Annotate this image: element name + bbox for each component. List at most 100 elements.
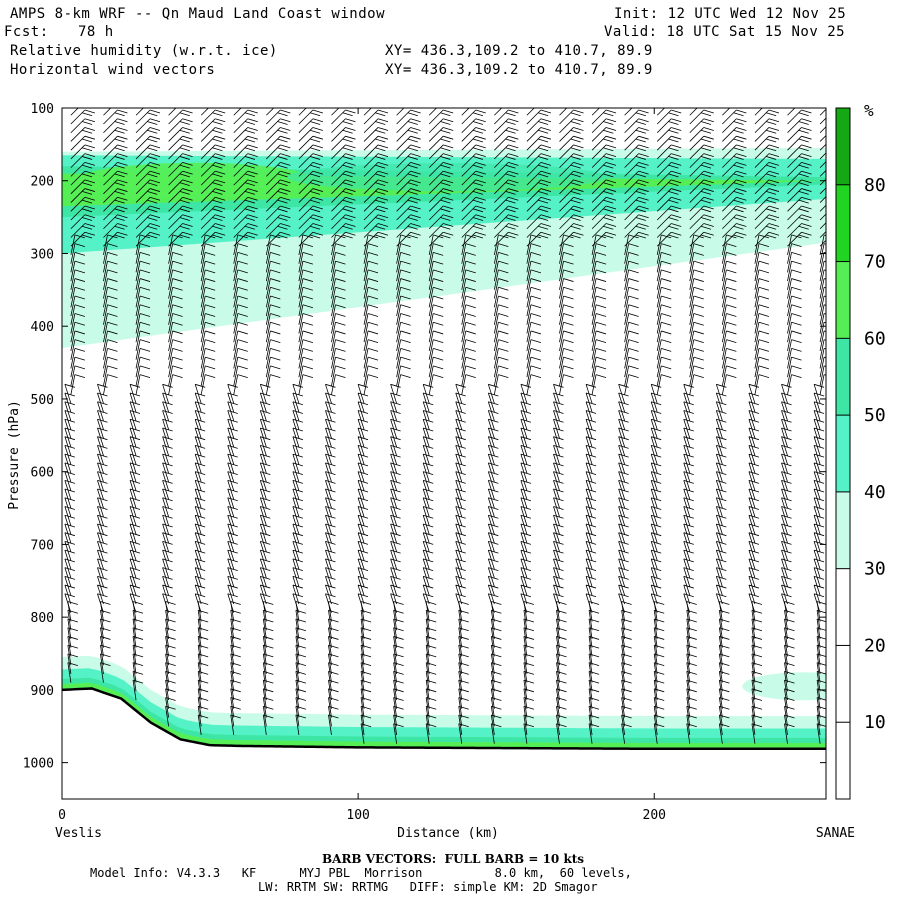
wind-barb bbox=[754, 339, 770, 360]
wind-barb bbox=[363, 260, 379, 282]
wind-barb bbox=[689, 286, 704, 308]
wind-barb bbox=[751, 714, 763, 736]
wind-barb bbox=[722, 196, 747, 212]
wind-barb bbox=[298, 205, 324, 221]
wind-barb bbox=[265, 252, 281, 273]
wind-barb bbox=[721, 278, 737, 299]
wind-barb bbox=[624, 153, 649, 168]
wind-barb bbox=[200, 223, 226, 238]
wind-barb bbox=[689, 170, 714, 186]
colorbar-label: 20 bbox=[864, 635, 886, 656]
wind-barb bbox=[819, 213, 826, 221]
wind-barb bbox=[200, 321, 216, 343]
wind-barb bbox=[751, 705, 763, 727]
wind-barb bbox=[787, 243, 802, 264]
wind-barb bbox=[298, 321, 314, 343]
wind-barb bbox=[624, 286, 639, 308]
wind-barb bbox=[689, 321, 704, 343]
wind-barb bbox=[621, 609, 632, 631]
wind-barb bbox=[396, 321, 411, 343]
wind-barb bbox=[494, 144, 519, 160]
wind-barb bbox=[591, 127, 617, 142]
wind-barb bbox=[328, 601, 339, 622]
rh-patch-50-60 bbox=[286, 163, 607, 192]
colorbar-segment bbox=[836, 415, 850, 492]
colorbar-segment bbox=[836, 108, 850, 185]
wind-barb bbox=[266, 214, 291, 230]
wind-barb bbox=[100, 662, 111, 683]
wind-barb bbox=[168, 234, 183, 256]
wind-barb bbox=[200, 170, 226, 186]
wind-barb bbox=[200, 214, 226, 230]
wind-barb bbox=[70, 243, 85, 264]
wind-barb bbox=[262, 618, 274, 640]
wind-barb bbox=[331, 321, 346, 343]
wind-barb bbox=[363, 153, 389, 168]
wind-barb bbox=[428, 304, 444, 325]
wind-barb bbox=[588, 688, 600, 709]
wind-barb bbox=[787, 321, 802, 343]
wind-barb bbox=[265, 339, 281, 360]
wind-barb bbox=[686, 723, 697, 744]
wind-barb bbox=[559, 144, 584, 160]
wind-barb bbox=[686, 714, 697, 736]
wind-barb bbox=[588, 670, 600, 692]
wind-barb bbox=[360, 636, 372, 657]
wind-barb bbox=[686, 618, 697, 640]
wind-barb bbox=[197, 601, 209, 622]
wind-barb bbox=[559, 214, 584, 230]
wind-barb bbox=[428, 234, 444, 256]
wind-barb bbox=[591, 223, 617, 238]
wind-barb bbox=[787, 295, 802, 317]
wind-barb bbox=[624, 135, 649, 151]
wind-barb bbox=[784, 644, 795, 666]
wind-barb bbox=[754, 304, 770, 325]
wind-barb bbox=[295, 697, 307, 718]
wind-barb bbox=[526, 348, 542, 369]
wind-barb bbox=[132, 679, 144, 701]
wind-barb bbox=[754, 321, 770, 343]
valid-time: Valid: 18 UTC Sat 15 Nov 25 bbox=[604, 24, 846, 40]
wind-barb bbox=[168, 118, 193, 134]
wind-barb bbox=[363, 205, 389, 221]
colorbar-segment bbox=[836, 568, 850, 646]
wind-barb bbox=[461, 252, 476, 273]
wind-barb bbox=[165, 688, 176, 709]
wind-barb bbox=[230, 679, 241, 701]
wind-barb bbox=[624, 330, 639, 352]
wind-barb bbox=[295, 618, 307, 640]
wind-barb bbox=[718, 714, 730, 736]
wind-barb bbox=[494, 214, 519, 230]
wind-barb bbox=[624, 260, 639, 282]
wind-barb bbox=[751, 609, 763, 631]
wind-barb bbox=[360, 714, 372, 736]
wind-barb bbox=[265, 365, 281, 386]
wind-barb bbox=[751, 688, 763, 709]
wind-barb bbox=[393, 679, 404, 701]
wind-barb bbox=[295, 609, 307, 631]
wind-barb bbox=[295, 627, 307, 648]
wind-barb bbox=[298, 365, 314, 386]
wind-barb bbox=[132, 644, 144, 666]
x-tick-label: 0 bbox=[58, 808, 66, 823]
wind-barb bbox=[526, 127, 552, 142]
wind-barb bbox=[787, 223, 812, 238]
wind-barb bbox=[754, 278, 770, 299]
wind-barb bbox=[722, 153, 747, 168]
x-axis-label: Distance (km) bbox=[397, 826, 499, 841]
wind-barb bbox=[396, 278, 411, 299]
wind-barb bbox=[396, 374, 411, 395]
model-info-line-1: Model Info: V4.3.3 KF MYJ PBL Morrison 8… bbox=[90, 866, 632, 880]
wind-barb bbox=[526, 269, 542, 290]
wind-barb bbox=[816, 644, 826, 666]
wind-barb bbox=[233, 188, 258, 203]
wind-barb bbox=[396, 348, 411, 369]
wind-barb bbox=[490, 705, 502, 727]
wind-barb bbox=[298, 260, 314, 282]
y-tick-label: 700 bbox=[31, 538, 54, 553]
wind-barb bbox=[168, 252, 183, 273]
wind-barb bbox=[363, 365, 379, 386]
wind-barb bbox=[295, 670, 307, 692]
wind-barb bbox=[689, 127, 714, 142]
wind-barb bbox=[458, 609, 469, 631]
